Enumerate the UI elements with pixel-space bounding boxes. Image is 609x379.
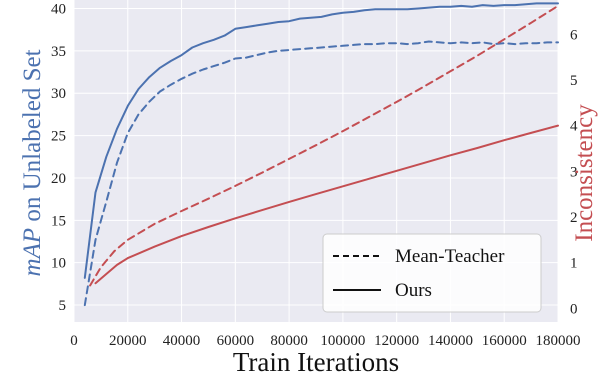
y-right-tick-label: 5: [570, 73, 578, 89]
y-right-tick-label: 0: [570, 301, 578, 317]
y-right-tick-label: 6: [570, 27, 578, 43]
y-left-ticks: 5 10 15 20 25 30 35 40: [51, 1, 66, 314]
x-tick-label: 20000: [109, 333, 147, 349]
y-right-tick-label: 2: [570, 210, 578, 226]
y-left-tick-label: 25: [51, 129, 66, 145]
y-axis-left-label-prefix: mAP: [19, 228, 46, 277]
x-tick-label: 140000: [428, 333, 473, 349]
series-lines: [83, 2, 559, 307]
y-left-tick-label: 10: [51, 256, 66, 272]
y-left-tick-label: 35: [51, 44, 66, 60]
y-axis-right-label: Inconsistency: [571, 104, 598, 242]
y-left-tick-label: 15: [51, 213, 66, 229]
y-right-tick-label: 4: [570, 119, 578, 135]
y-axis-left-label-suffix: on Unlabeled Set: [19, 49, 46, 227]
y-left-tick-label: 40: [51, 1, 66, 17]
legend: Mean-Teacher Ours: [322, 233, 542, 313]
y-left-tick-label: 5: [59, 298, 67, 314]
y-right-ticks: 0 1 2 3 4 5 6: [570, 27, 578, 317]
y-right-tick-label: 3: [570, 164, 578, 180]
x-axis-label: Train Iterations: [233, 347, 399, 377]
legend-ours-label: Ours: [395, 280, 432, 301]
legend-box: [322, 233, 542, 313]
series-line-inconsistency-ours: [94, 124, 559, 285]
x-tick-label: 120000: [374, 333, 419, 349]
series-line-map-ours: [83, 2, 559, 279]
x-axis-ticks: 0 20000 40000 60000 80000 100000 120000 140000 1…: [70, 333, 580, 349]
y-left-tick-label: 30: [51, 86, 66, 102]
x-tick-label: 100000: [320, 333, 365, 349]
series-line-inconsistency-mean-teacher: [89, 4, 559, 287]
x-tick-label: 0: [70, 333, 78, 349]
x-tick-label: 60000: [217, 333, 255, 349]
x-tick-label: 40000: [163, 333, 201, 349]
y-right-tick-label: 1: [570, 256, 578, 272]
legend-mean-teacher-label: Mean-Teacher: [395, 246, 505, 267]
series-line-map-mean-teacher: [83, 40, 559, 307]
x-tick-label: 80000: [270, 333, 308, 349]
x-tick-label: 160000: [482, 333, 527, 349]
y-axis-left-label: mAP on Unlabeled Set: [19, 49, 46, 276]
x-tick-label: 180000: [536, 333, 581, 349]
y-left-tick-label: 20: [51, 171, 66, 187]
